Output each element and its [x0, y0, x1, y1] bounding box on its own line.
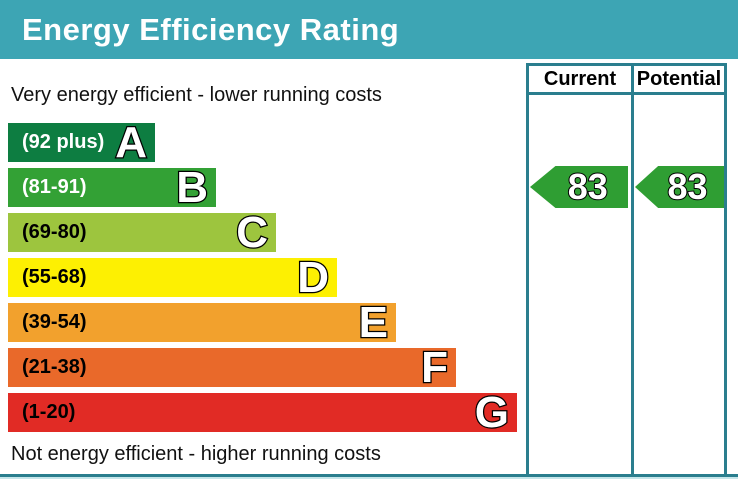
note-very-efficient: Very energy efficient - lower running co… — [11, 84, 382, 106]
band-row-g: (1-20) G — [8, 388, 517, 437]
band-letter: F — [420, 343, 449, 392]
header-bar: Energy Efficiency Rating — [0, 0, 738, 59]
band-letter: D — [296, 253, 330, 302]
band-row-c: (69-80) C — [8, 208, 276, 257]
band-row-a: (92 plus) A — [8, 118, 155, 167]
current-column-header: Current — [543, 67, 617, 90]
band-row-d: (55-68) D — [8, 253, 337, 302]
note-not-efficient: Not energy efficient - higher running co… — [11, 443, 381, 465]
band-row-b: (81-91) B — [8, 163, 216, 212]
band-row-e: (39-54) E — [8, 298, 396, 347]
band-range-label: (81-91) — [22, 176, 87, 198]
current-rating-arrow: 83 — [530, 166, 628, 208]
potential-rating-arrow: 83 — [635, 166, 724, 208]
band-letter: A — [114, 118, 148, 167]
page-title: Energy Efficiency Rating — [22, 11, 400, 47]
current-rating-value: 83 — [567, 166, 609, 208]
bottom-rule — [0, 474, 738, 477]
band-letter: E — [357, 298, 389, 347]
band-range-label: (1-20) — [22, 401, 76, 423]
bottom-rule-highlight — [0, 477, 738, 479]
table-border-middle — [631, 63, 634, 477]
band-range-label: (39-54) — [22, 311, 87, 333]
band-range-label: (21-38) — [22, 356, 87, 378]
band-range-label: (69-80) — [22, 221, 87, 243]
band-range-label: (55-68) — [22, 266, 87, 288]
band-letter: C — [235, 208, 269, 257]
potential-column-header: Potential — [636, 67, 722, 90]
band-letter: G — [474, 388, 511, 437]
table-border-left — [526, 63, 529, 477]
table-header-divider — [526, 92, 727, 95]
table-border-right — [724, 63, 727, 477]
band-range-label: (92 plus) — [22, 131, 105, 153]
band-letter: B — [175, 163, 209, 212]
band-row-f: (21-38) F — [8, 343, 456, 392]
table-border-top — [526, 63, 727, 66]
potential-rating-value: 83 — [666, 166, 708, 208]
